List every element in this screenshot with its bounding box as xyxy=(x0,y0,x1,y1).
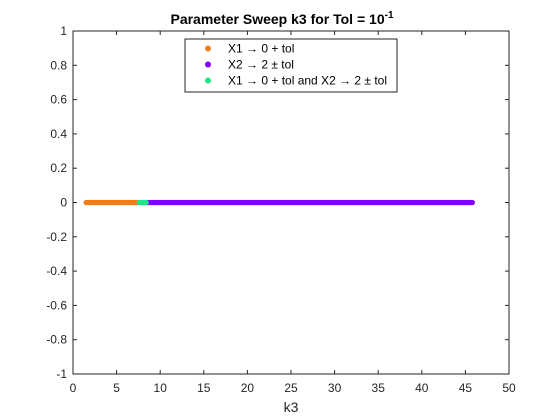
y-tick-label: 0 xyxy=(60,196,67,210)
legend-marker-x1 xyxy=(205,45,211,52)
y-tick-label: 1 xyxy=(60,24,67,38)
y-tick-label: -0.8 xyxy=(46,333,67,347)
x-tick-label: 25 xyxy=(284,381,298,395)
legend-entry-both: X1 → 0 + tol and X2 → 2 ± tol xyxy=(228,74,387,88)
legend: X1 → 0 + tol X2 → 2 ± tol X1 → 0 + tol a… xyxy=(184,38,398,93)
legend-entry-x2: X2 → 2 ± tol xyxy=(228,58,294,72)
y-tick-label: 0.4 xyxy=(50,127,67,141)
y-tick-label: 0.8 xyxy=(50,58,67,72)
x-tick-label: 50 xyxy=(502,381,516,395)
y-axis-ticks xyxy=(73,30,509,375)
legend-marker-x2 xyxy=(205,61,211,68)
y-tick-label: -0.4 xyxy=(46,264,67,278)
x-axis-tick-labels: 0 5 10 15 20 25 30 35 40 45 50 xyxy=(70,381,516,395)
x-tick-label: 0 xyxy=(70,381,77,395)
chart-title-exponent: -1 xyxy=(385,10,394,21)
legend-entry-x1: X1 → 0 + tol xyxy=(228,42,294,56)
x-axis-ticks xyxy=(72,31,510,374)
x-tick-label: 40 xyxy=(415,381,429,395)
legend-marker-both xyxy=(205,77,211,84)
x-tick-label: 35 xyxy=(372,381,386,395)
y-tick-label: -1 xyxy=(56,367,67,381)
legend-box xyxy=(184,38,398,93)
x-tick-label: 5 xyxy=(113,381,120,395)
data-points xyxy=(83,199,475,206)
y-tick-label: 0.6 xyxy=(50,93,67,107)
chart-title: Parameter Sweep k3 for Tol = 10-1 xyxy=(170,10,393,27)
y-tick-label: 0.2 xyxy=(50,161,67,175)
y-tick-label: -0.6 xyxy=(46,298,67,312)
data-point xyxy=(469,199,475,206)
y-tick-label: -0.2 xyxy=(46,230,67,244)
x-tick-label: 30 xyxy=(328,381,342,395)
x-tick-label: 45 xyxy=(459,381,473,395)
chart-title-main: Parameter Sweep k3 for Tol = 10 xyxy=(170,11,384,27)
x-tick-label: 10 xyxy=(154,381,168,395)
x-tick-label: 15 xyxy=(197,381,211,395)
data-point xyxy=(143,199,149,206)
y-axis-tick-labels: 1 0.8 0.6 0.4 0.2 0 -0.2 -0.4 -0.6 -0.8 -1 xyxy=(46,24,67,381)
x-tick-label: 20 xyxy=(241,381,255,395)
x-axis-label: k3 xyxy=(284,399,299,415)
